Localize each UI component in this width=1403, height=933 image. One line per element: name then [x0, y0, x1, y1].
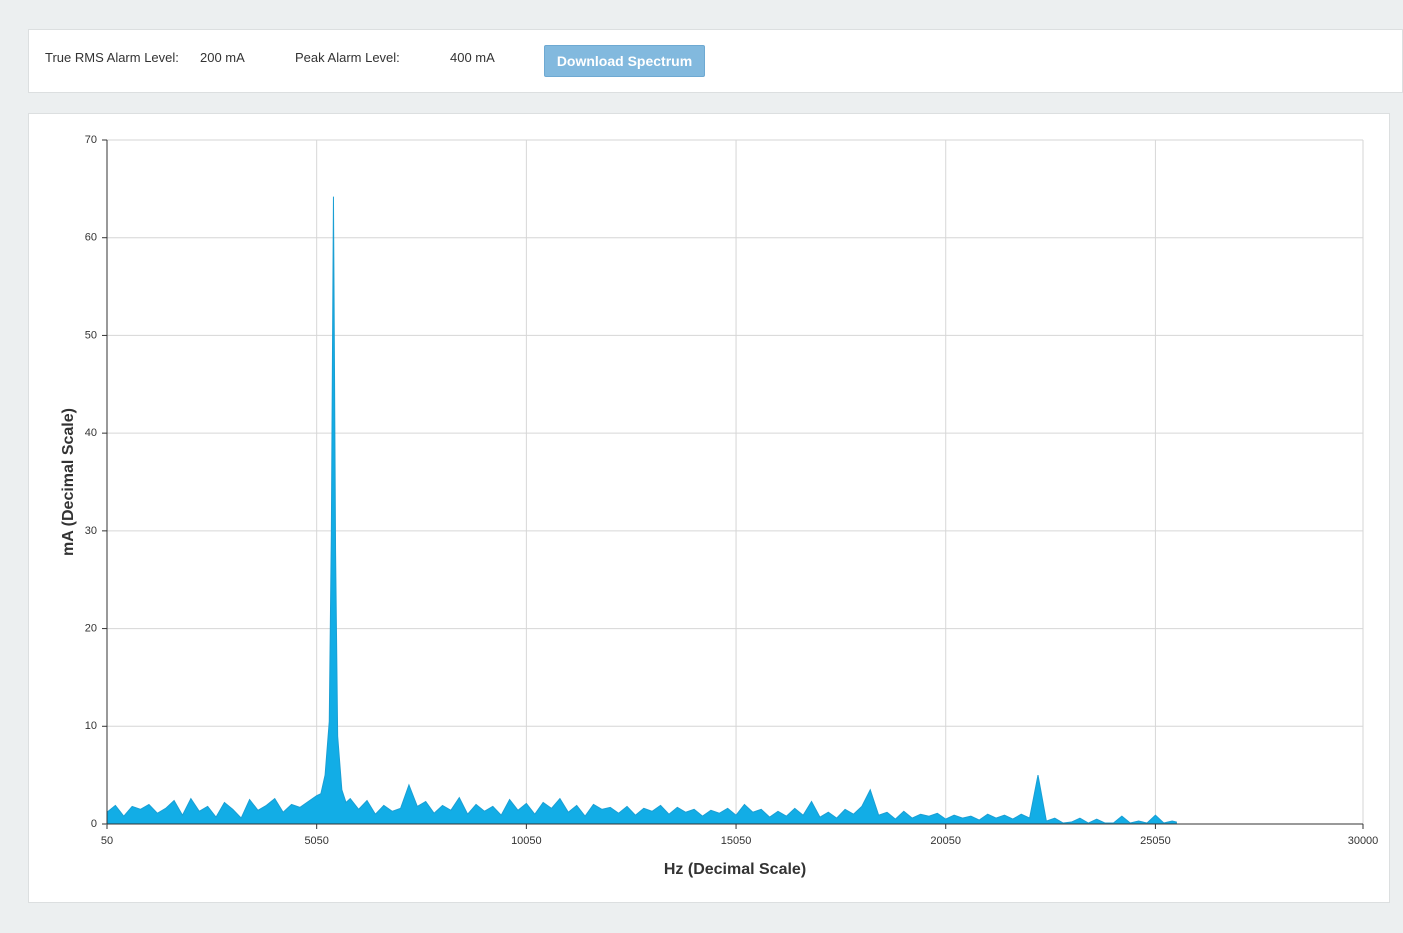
- y-tick-label: 70: [85, 134, 97, 146]
- y-tick-label: 20: [85, 622, 97, 634]
- x-tick-label: 50: [101, 835, 113, 847]
- chart: mA (Decimal Scale) Hz (Decimal Scale) 0 1…: [60, 134, 1379, 878]
- y-tick-label: 30: [85, 525, 97, 537]
- x-tick-label: 5050: [304, 835, 328, 847]
- x-tick-label: 25050: [1140, 835, 1171, 847]
- download-button[interactable]: Download Spectrum: [544, 45, 705, 77]
- x-axis-label: Hz (Decimal Scale): [664, 861, 806, 878]
- x-tick-label: 15050: [721, 835, 752, 847]
- alarm-panel: True RMS Alarm Level: 200 mA Peak Alarm …: [28, 29, 1403, 93]
- rms-label: True RMS Alarm Level:: [45, 50, 179, 65]
- chart-panel: mA (Decimal Scale) Hz (Decimal Scale) 0 1…: [28, 113, 1390, 903]
- peak-value: 400 mA: [450, 50, 495, 65]
- y-tick-label: 50: [85, 329, 97, 341]
- spectrum-area: [106, 196, 1177, 825]
- x-tick-label: 30000: [1348, 835, 1379, 847]
- y-tick-label: 10: [85, 720, 97, 732]
- y-tick-label: 0: [91, 818, 97, 830]
- x-tick-label: 20050: [930, 835, 961, 847]
- rms-value: 200 mA: [200, 50, 245, 65]
- x-tick-label: 10050: [511, 835, 542, 847]
- y-tick-label: 60: [85, 232, 97, 244]
- y-tick-label: 40: [85, 427, 97, 439]
- y-axis-label: mA (Decimal Scale): [60, 408, 77, 556]
- peak-label: Peak Alarm Level:: [295, 50, 400, 65]
